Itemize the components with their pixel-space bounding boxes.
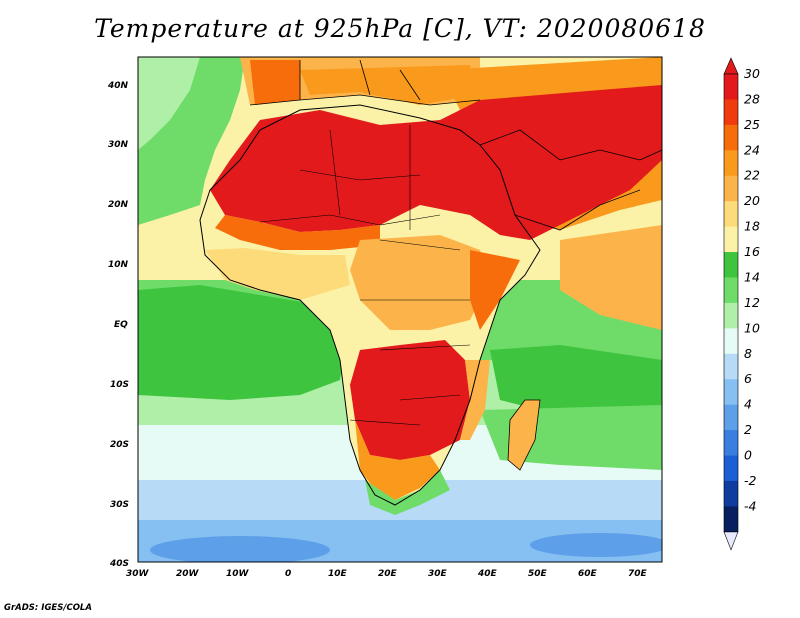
country-borders: [259, 125, 471, 426]
colorbar-bottom-arrow: [723, 531, 739, 551]
colorbar-level-label: 22: [744, 168, 760, 183]
colorbar-swatch: [724, 175, 738, 202]
lat-tick-label: 10S: [110, 380, 129, 390]
lon-axis: 30W 20W 10W 0 10E 20E 30E 40E 50E 60E 70…: [126, 569, 648, 579]
lat-tick-label: 10N: [108, 260, 129, 270]
colorbar-swatch: [724, 226, 738, 253]
lon-tick-label: 70E: [628, 569, 648, 579]
lon-tick-label: 20E: [378, 569, 398, 579]
lon-tick-label: 50E: [528, 569, 548, 579]
africa-coastline: [199, 104, 541, 506]
credit-text: GrADS: IGES/COLA: [4, 603, 92, 613]
cold-patch-southwest: [150, 536, 330, 562]
central-africa-warm: [350, 235, 490, 330]
colorbar-level-label: 2: [744, 422, 752, 437]
equatorial-atlantic-green: [138, 285, 345, 400]
arabia-coastline: [479, 129, 662, 231]
colorbar-level-label: 12: [744, 295, 760, 310]
colorbar-level-label: -4: [744, 498, 757, 513]
lat-tick-label: 40S: [109, 559, 129, 569]
colorbar-frame: [723, 73, 739, 533]
colorbar-swatch: [724, 201, 738, 228]
mediterranean-warm: [300, 65, 475, 105]
colorbar-swatch: [724, 506, 738, 533]
colorbar-level-label: 6: [744, 371, 752, 386]
chart-title: Temperature at 925hPa [C], VT: 202008061…: [94, 14, 706, 43]
indian-ocean-lightgreen: [480, 405, 662, 470]
colorbar-level-label: 4: [744, 397, 752, 412]
east-coast-warm: [460, 360, 490, 440]
colorbar-swatch: [724, 302, 738, 329]
colorbar-level-label: 28: [744, 91, 760, 106]
colorbar-swatch: [724, 404, 738, 431]
colorbar-level-label: 24: [744, 142, 760, 157]
colorbar-level-label: 14: [744, 269, 760, 284]
colorbar-swatch: [724, 277, 738, 304]
lat-tick-label: 30N: [108, 140, 129, 150]
europe-coastline: [249, 59, 481, 106]
colorbar-swatch: [724, 328, 738, 355]
east-africa-warm: [470, 250, 520, 330]
sahara-hot: [210, 85, 662, 240]
colorbar-level-label: 25: [744, 117, 760, 132]
lat-axis: 40N 30N 20N 10N EQ 10S 20S 30S 40S: [107, 81, 129, 569]
colorbar-swatch: [724, 150, 738, 177]
colorbar-level-label: 10: [744, 320, 760, 335]
lon-tick-label: 10W: [226, 569, 250, 579]
colorbar-swatch: [724, 252, 738, 278]
lon-tick-label: 10E: [328, 569, 348, 579]
colorbar-swatch: [724, 74, 738, 100]
colorbar-level-label: -2: [744, 473, 757, 488]
colorbar-swatch: [724, 124, 738, 151]
lat-tick-label: 30S: [110, 500, 129, 510]
southern-africa-orange: [355, 420, 440, 500]
lat-tick-label: 20S: [110, 440, 129, 450]
colorbar-level-label: 16: [744, 244, 760, 259]
colorbar-swatch: [724, 480, 738, 507]
lat-tick-label: 20N: [108, 200, 129, 210]
lon-tick-label: 60E: [578, 569, 598, 579]
lon-tick-label: 40E: [477, 569, 498, 579]
colorbar-swatch: [724, 99, 738, 126]
colorbar-level-label: 18: [744, 219, 760, 234]
lon-tick-label: 20W: [176, 569, 200, 579]
lat-tick-label: 40N: [107, 81, 129, 91]
west-africa-mild: [205, 248, 350, 300]
iberia-warm: [250, 60, 300, 105]
lon-tick-label: 30W: [126, 569, 150, 579]
colorbar-level-label: 20: [744, 193, 760, 208]
southern-africa-hot: [350, 340, 470, 460]
sahara-orange-edge: [215, 215, 380, 250]
colorbar-level-label: 30: [744, 66, 760, 81]
cold-patch-southeast: [530, 533, 662, 557]
arabian-sea-warm: [560, 225, 662, 330]
colorbar-swatch: [724, 430, 738, 457]
colorbar-swatch: [724, 455, 738, 482]
colorbar-level-label: 0: [744, 448, 752, 463]
north-atlantic-lightgreen: [138, 57, 200, 150]
lon-tick-label: 0: [285, 569, 291, 579]
lon-tick-label: 30E: [428, 569, 448, 579]
madagascar-outline: [507, 399, 541, 471]
colorbar-top-arrow: [723, 57, 739, 75]
colorbar-level-label: 8: [744, 346, 752, 361]
colorbar-swatch: [724, 379, 738, 406]
temperature-field: [138, 57, 662, 562]
madagascar-land: [508, 400, 540, 470]
lat-tick-label: EQ: [114, 320, 128, 330]
plot-frame: [137, 56, 663, 563]
colorbar-swatch: [724, 353, 738, 380]
